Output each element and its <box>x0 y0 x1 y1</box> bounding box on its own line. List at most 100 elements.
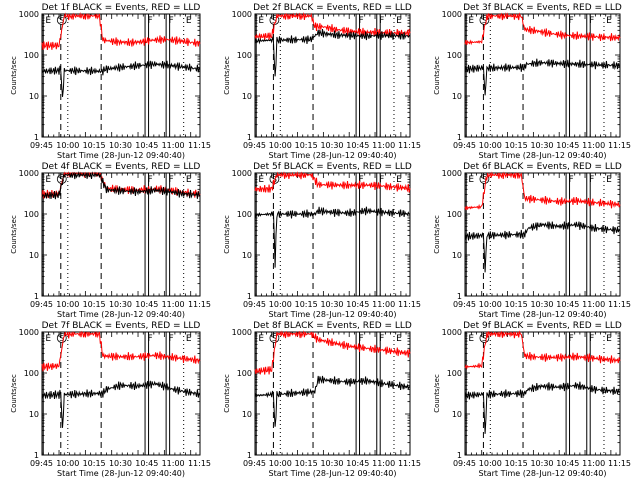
marker-label: E <box>45 175 51 185</box>
marker-circle <box>479 15 490 25</box>
y-tick-label: 10 <box>242 251 252 260</box>
x-tick-label: 10:30 <box>530 300 553 309</box>
x-axis-label: Start Time (28-Jun-12 09:40:40) <box>57 310 185 319</box>
x-tick-label: 09:45 <box>453 459 476 468</box>
y-tick-label: 1000 <box>232 169 252 178</box>
marker-label: E <box>468 16 474 26</box>
y-axis-label: Counts/sec <box>223 215 231 254</box>
x-tick-label: 10:45 <box>135 141 158 150</box>
x-tick-label: 11:15 <box>608 300 631 309</box>
x-tick-label: 10:00 <box>269 141 292 150</box>
marker-label: F <box>147 16 152 26</box>
panel-title: Det 2f BLACK = Events, RED = LLD <box>253 3 412 13</box>
y-tick-label: 100 <box>237 369 252 378</box>
marker-label: F <box>379 334 384 344</box>
marker-label: F <box>147 334 152 344</box>
x-tick-label: 10:30 <box>109 300 132 309</box>
x-axis-label: Start Time (28-Jun-12 09:40:40) <box>57 151 185 160</box>
x-axis-label: Start Time (28-Jun-12 09:40:40) <box>269 310 397 319</box>
y-tick-label: 1 <box>457 292 462 301</box>
x-tick-label: 11:15 <box>608 459 631 468</box>
marker-label: S <box>59 16 64 25</box>
x-tick-label: 10:30 <box>530 141 553 150</box>
marker-circle <box>479 333 490 343</box>
lld-series-line <box>464 12 621 46</box>
panel-title: Det 4f BLACK = Events, RED = LLD <box>42 162 201 172</box>
marker-label: F <box>589 175 594 185</box>
marker-label: S <box>482 334 487 343</box>
events-series-line <box>41 380 201 428</box>
y-tick-label: 1 <box>34 292 39 301</box>
x-tick-label: 11:00 <box>372 300 395 309</box>
x-tick-label: 10:30 <box>109 141 132 150</box>
x-tick-label: 10:15 <box>505 300 528 309</box>
x-tick-label: 10:00 <box>269 300 292 309</box>
x-tick-label: 11:15 <box>608 141 631 150</box>
y-tick-label: 100 <box>24 210 39 219</box>
plot-frame <box>254 172 411 297</box>
y-tick-label: 1 <box>247 133 252 142</box>
lld-series-line <box>464 330 621 370</box>
x-tick-label: 09:45 <box>30 141 53 150</box>
panel-title: Det 8f BLACK = Events, RED = LLD <box>253 321 412 331</box>
y-tick-label: 1000 <box>232 10 252 19</box>
marker-label: E <box>396 334 402 344</box>
detector-panel: Det 2f BLACK = Events, RED = LLD 1 10 100 10… <box>223 3 421 160</box>
marker-label: E <box>468 334 474 344</box>
x-tick-label: 10:00 <box>56 300 79 309</box>
x-tick-label: 10:45 <box>556 300 579 309</box>
y-tick-label: 1 <box>457 133 462 142</box>
marker-label: S <box>272 334 277 343</box>
marker-label: F <box>359 334 364 344</box>
x-tick-label: 10:30 <box>320 141 343 150</box>
x-tick-label: 10:15 <box>505 141 528 150</box>
x-tick-label: 10:45 <box>556 459 579 468</box>
y-axis-label: Counts/sec <box>223 56 231 95</box>
y-axis-label: Counts/sec <box>10 215 18 254</box>
x-tick-label: 09:45 <box>30 300 53 309</box>
marker-label: F <box>359 175 364 185</box>
marker-label: F <box>569 334 574 344</box>
marker-label: E <box>396 175 402 185</box>
marker-label: F <box>569 16 574 26</box>
marker-label: E <box>258 334 264 344</box>
y-tick-label: 10 <box>452 92 462 101</box>
x-axis-label: Start Time (28-Jun-12 09:40:40) <box>269 151 397 160</box>
panel-title: Det 5f BLACK = Events, RED = LLD <box>253 162 412 172</box>
x-tick-label: 09:45 <box>30 459 53 468</box>
detector-panel: Det 9f BLACK = Events, RED = LLD 1 10 100 10… <box>433 321 631 478</box>
plot-frame <box>41 172 201 297</box>
x-tick-label: 10:00 <box>479 300 502 309</box>
lld-series-line <box>254 330 411 375</box>
panel-title: Det 6f BLACK = Events, RED = LLD <box>463 162 622 172</box>
marker-label: E <box>396 16 402 26</box>
y-tick-label: 1 <box>34 133 39 142</box>
y-tick-label: 100 <box>447 210 462 219</box>
x-tick-label: 09:45 <box>453 141 476 150</box>
x-tick-label: 10:30 <box>320 300 343 309</box>
marker-label: F <box>169 334 174 344</box>
x-axis-label: Start Time (28-Jun-12 09:40:40) <box>479 310 607 319</box>
marker-label: E <box>606 334 612 344</box>
x-tick-label: 11:00 <box>162 300 185 309</box>
x-tick-label: 10:00 <box>479 459 502 468</box>
marker-label: F <box>359 16 364 26</box>
marker-label: F <box>147 175 152 185</box>
y-tick-label: 1 <box>457 451 462 460</box>
x-tick-label: 11:00 <box>582 459 605 468</box>
events-series-line <box>41 171 201 200</box>
events-series-line <box>254 206 411 268</box>
marker-label: E <box>258 16 264 26</box>
x-tick-label: 10:45 <box>346 300 369 309</box>
x-tick-label: 10:30 <box>109 459 132 468</box>
y-axis-label: Counts/sec <box>433 56 441 95</box>
panel-title: Det 7f BLACK = Events, RED = LLD <box>42 321 201 331</box>
lld-series-line <box>254 171 411 193</box>
panel-title: Det 1f BLACK = Events, RED = LLD <box>42 3 201 13</box>
x-tick-label: 11:15 <box>398 459 421 468</box>
lld-series-line <box>41 12 201 51</box>
marker-label: F <box>569 175 574 185</box>
x-tick-label: 10:15 <box>83 300 106 309</box>
x-tick-label: 10:15 <box>83 459 106 468</box>
marker-label: S <box>482 175 487 184</box>
